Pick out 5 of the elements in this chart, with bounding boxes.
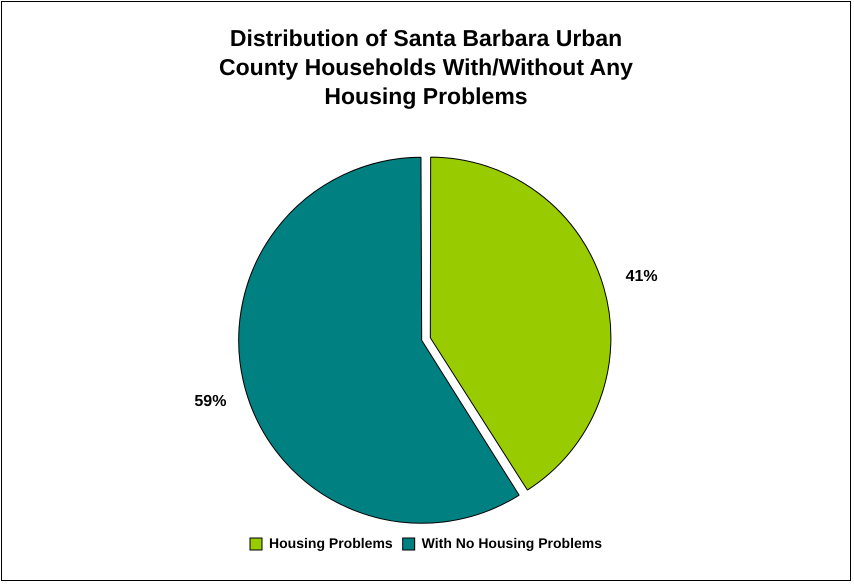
data-label: 59% — [194, 393, 226, 410]
chart-title: Distribution of Santa Barbara Urban County Households With/Without Any Housing Problems — [218, 24, 634, 111]
legend-label: Housing Problems — [269, 534, 393, 551]
legend-label: With No Housing Problems — [422, 534, 602, 551]
data-label: 41% — [626, 268, 658, 285]
